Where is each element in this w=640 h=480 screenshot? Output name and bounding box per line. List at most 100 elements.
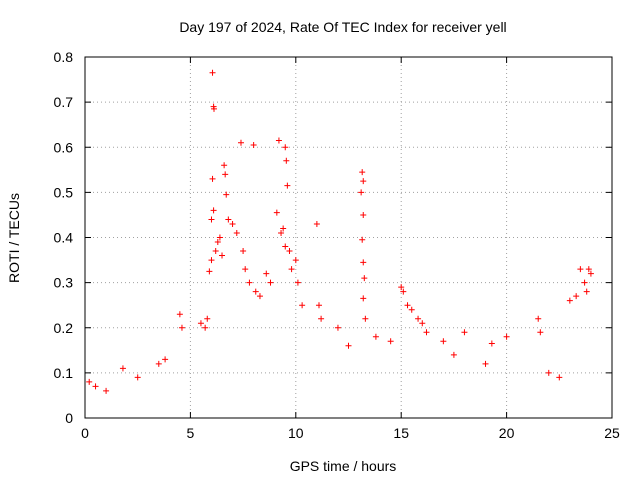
data-point [566, 297, 573, 304]
grid-lines [85, 57, 612, 418]
data-point [209, 175, 216, 182]
y-axis-ticks: 0 0.1 0.2 0.3 0.4 0.5 0.6 0.7 0.8 [54, 49, 612, 426]
data-point [275, 137, 282, 144]
y-axis-label: ROTI / TECUs [6, 193, 22, 283]
data-point [359, 169, 366, 176]
data-point [315, 302, 322, 309]
x-tick-label: 5 [187, 425, 195, 441]
x-axis-label: GPS time / hours [290, 458, 397, 474]
x-tick-label: 15 [393, 425, 409, 441]
data-point [176, 311, 183, 318]
y-tick-label: 0.6 [54, 139, 74, 155]
x-axis-ticks: 0 5 10 15 20 25 [81, 57, 620, 441]
data-point [225, 216, 232, 223]
data-point [450, 351, 457, 358]
data-point [103, 387, 110, 394]
y-tick-label: 0.5 [54, 184, 74, 200]
data-point [284, 182, 291, 189]
data-point [240, 248, 247, 255]
data-point [345, 342, 352, 349]
data-point [404, 302, 411, 309]
data-point [299, 302, 306, 309]
data-point [577, 266, 584, 273]
data-point [204, 315, 211, 322]
data-point [294, 279, 301, 286]
data-point [162, 356, 169, 363]
data-point [134, 374, 141, 381]
data-point [212, 248, 219, 255]
data-point [360, 178, 367, 185]
data-point [178, 324, 185, 331]
x-tick-label: 20 [499, 425, 515, 441]
data-point [273, 209, 280, 216]
data-point [246, 279, 253, 286]
data-point [208, 216, 215, 223]
data-point [267, 279, 274, 286]
data-point [282, 144, 289, 151]
data-point [334, 324, 341, 331]
data-point [360, 295, 367, 302]
data-point [221, 162, 228, 169]
y-tick-label: 0.8 [54, 49, 74, 65]
data-point [360, 259, 367, 266]
data-point [400, 288, 407, 295]
data-point [313, 220, 320, 227]
data-point [581, 279, 588, 286]
data-point [252, 288, 259, 295]
data-point [503, 333, 510, 340]
data-point [233, 229, 240, 236]
data-point [488, 340, 495, 347]
data-point [219, 252, 226, 259]
data-point [282, 243, 289, 250]
data-point [202, 324, 209, 331]
data-point [545, 369, 552, 376]
data-point [461, 329, 468, 336]
data-point [155, 360, 162, 367]
data-point [197, 320, 204, 327]
data-point [573, 293, 580, 300]
data-point [250, 141, 257, 148]
data-point [216, 234, 223, 241]
data-point [211, 105, 218, 112]
data-point [242, 266, 249, 273]
data-point [214, 239, 221, 246]
data-point [119, 365, 126, 372]
x-tick-label: 25 [604, 425, 620, 441]
data-point [208, 257, 215, 264]
data-point [263, 270, 270, 277]
data-point [283, 157, 290, 164]
data-points [86, 69, 594, 394]
data-point [360, 211, 367, 218]
data-point [398, 284, 405, 291]
y-tick-label: 0 [65, 410, 73, 426]
y-tick-label: 0.4 [54, 230, 74, 246]
data-point [358, 189, 365, 196]
y-tick-label: 0.1 [54, 365, 74, 381]
data-point [408, 306, 415, 313]
data-point [387, 338, 394, 345]
chart-title: Day 197 of 2024, Rate Of TEC Index for r… [179, 19, 506, 35]
data-point [209, 69, 216, 76]
data-point [537, 329, 544, 336]
data-point [372, 333, 379, 340]
data-point [587, 270, 594, 277]
y-tick-label: 0.3 [54, 275, 74, 291]
data-point [556, 374, 563, 381]
data-point [440, 338, 447, 345]
data-point [361, 275, 368, 282]
data-point [280, 225, 287, 232]
data-point [292, 257, 299, 264]
data-point [256, 293, 263, 300]
data-point [359, 236, 366, 243]
plot-frame [84, 56, 613, 419]
data-point [206, 268, 213, 275]
data-point [415, 315, 422, 322]
y-tick-label: 0.7 [54, 94, 74, 110]
data-point [210, 207, 217, 214]
data-point [222, 171, 229, 178]
data-point [419, 320, 426, 327]
data-point [583, 288, 590, 295]
data-point [229, 220, 236, 227]
data-point [482, 360, 489, 367]
y-tick-label: 0.2 [54, 320, 74, 336]
